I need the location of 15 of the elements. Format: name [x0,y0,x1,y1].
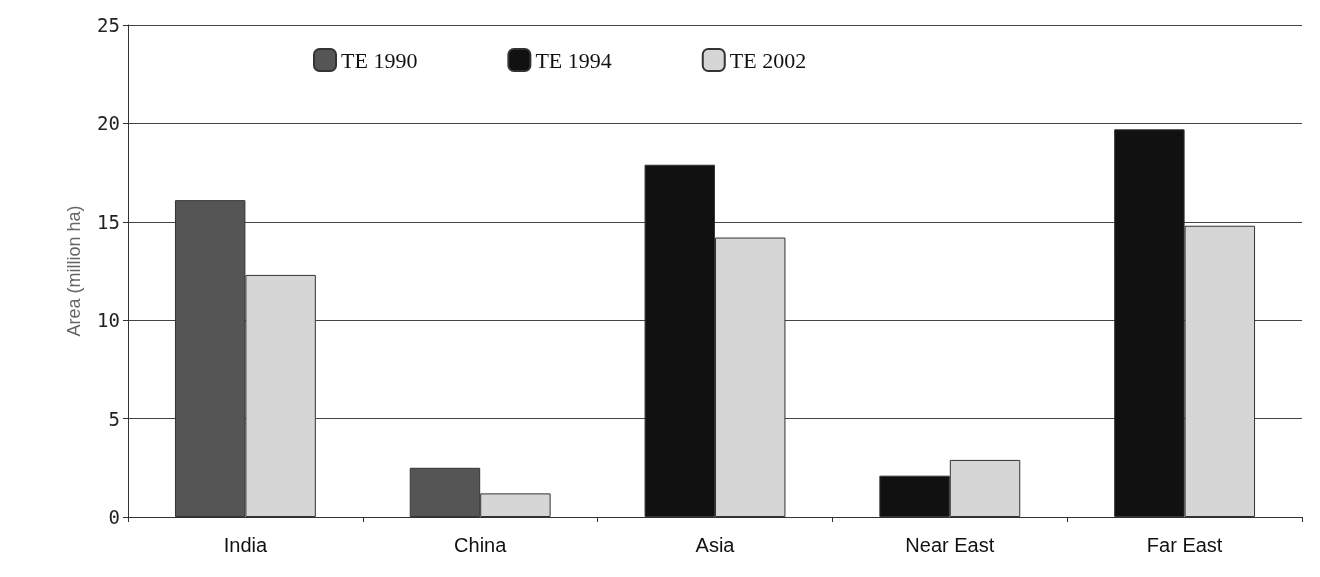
legend-label: TE 1994 [535,47,612,73]
y-tick-label: 25 [97,14,120,36]
y-tick-label: 0 [108,506,120,528]
x-tick-label: Asia [695,534,736,556]
legend-label: TE 1990 [341,47,418,73]
legend-label: TE 2002 [729,47,807,73]
x-tick-label: Far East [1146,534,1223,556]
y-tick-label: 15 [97,210,120,233]
x-tick-label: China [454,534,508,556]
x-tick-label: Near East [905,534,995,556]
y-tick-label: 5 [108,407,120,430]
x-tick-label: India [223,534,268,556]
y-axis-title: Area (million ha) [64,205,84,337]
y-tick-label: 10 [97,309,120,332]
y-tick-label: 20 [97,112,120,135]
